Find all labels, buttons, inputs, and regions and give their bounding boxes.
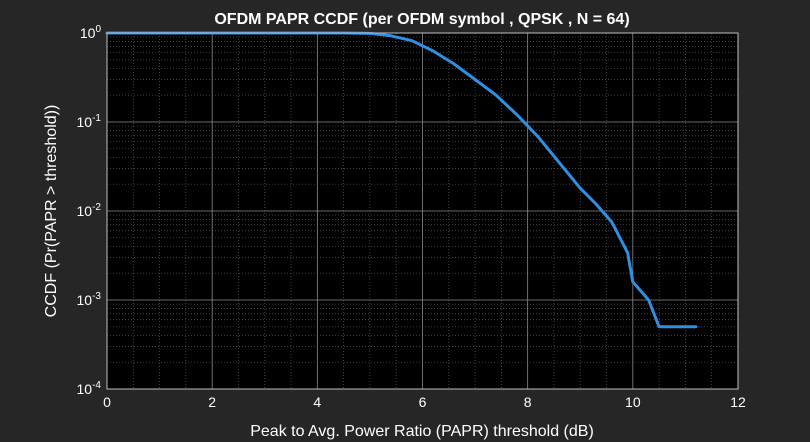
- y-tick-label: 10-3: [77, 291, 102, 308]
- x-tick-label: 8: [524, 394, 532, 410]
- plot-frame: [106, 32, 739, 390]
- x-tick-label: 2: [208, 394, 216, 410]
- chart-title: OFDM PAPR CCDF (per OFDM symbol , QPSK ,…: [214, 11, 629, 28]
- x-tick-label: 4: [313, 394, 321, 410]
- y-axis-label: CCDF (Pr(PAPR > threshold)): [43, 105, 60, 318]
- x-axis-label: Peak to Avg. Power Ratio (PAPR) threshol…: [250, 423, 594, 440]
- y-tick-label: 100: [80, 24, 102, 41]
- series-layer: [105, 31, 698, 329]
- y-tick-label: 10-4: [77, 380, 102, 397]
- x-tick-label: 0: [103, 394, 111, 410]
- y-tick-labels: 100 10-1 10-2 10-3 10-4: [77, 24, 102, 397]
- y-tick-label: 10-1: [77, 113, 102, 130]
- x-tick-label: 10: [625, 394, 641, 410]
- x-tick-label: 6: [419, 394, 427, 410]
- series-line: [105, 31, 698, 329]
- x-tick-labels: 0 2 4 6 8 10 12: [103, 394, 746, 410]
- y-tick-label: 10-2: [77, 202, 102, 219]
- x-tick-label: 12: [730, 394, 746, 410]
